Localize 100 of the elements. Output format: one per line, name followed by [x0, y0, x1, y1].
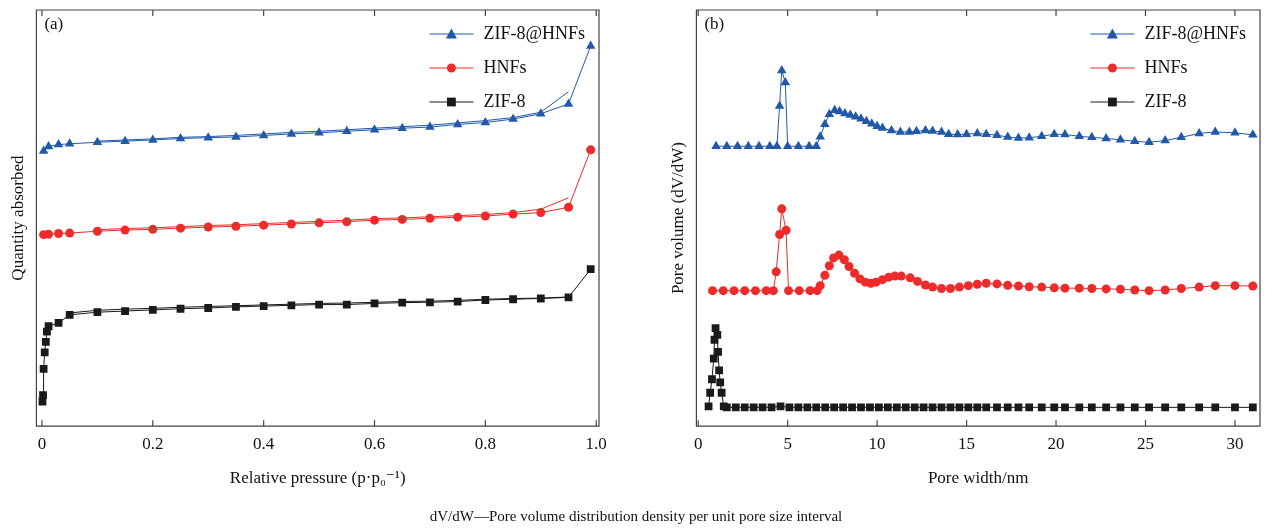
point	[904, 126, 915, 135]
point	[1160, 135, 1170, 144]
point	[776, 64, 787, 74]
point	[754, 140, 764, 149]
legend-label: ZIF-8@HNFs	[1144, 22, 1247, 43]
point	[398, 298, 407, 307]
legend-label: ZIF-8@HNFs	[483, 22, 586, 43]
x-tick-label: 0	[693, 433, 703, 453]
legend-label: ZIF-8	[483, 90, 526, 111]
point	[54, 228, 64, 238]
point	[54, 318, 63, 327]
point	[936, 126, 947, 135]
point	[1144, 286, 1154, 296]
point	[777, 204, 787, 214]
x-tick-label: 1.0	[585, 433, 607, 453]
point	[259, 220, 269, 230]
point	[1160, 285, 1170, 295]
point	[972, 279, 982, 289]
point	[905, 273, 915, 283]
point	[943, 128, 954, 137]
point	[764, 140, 775, 149]
point	[772, 140, 782, 149]
point	[370, 215, 380, 225]
point	[895, 126, 906, 135]
point	[481, 296, 490, 304]
point	[564, 293, 573, 302]
point	[452, 118, 463, 128]
point	[992, 279, 1002, 289]
point	[775, 229, 785, 239]
x-tick-label: 0.8	[474, 433, 496, 453]
point	[1144, 136, 1154, 146]
point	[231, 131, 241, 140]
x-tick-label: 0.4	[253, 433, 275, 453]
point	[1024, 282, 1034, 292]
point	[877, 122, 888, 131]
point	[981, 128, 992, 137]
point	[839, 255, 849, 265]
point	[992, 129, 1002, 138]
point	[954, 282, 964, 292]
point	[39, 391, 47, 399]
point	[740, 286, 750, 296]
point	[1176, 131, 1187, 141]
point	[203, 132, 213, 141]
point	[961, 128, 972, 137]
point	[314, 127, 324, 136]
point	[824, 108, 835, 117]
point	[314, 218, 324, 228]
point	[426, 298, 434, 307]
point	[804, 140, 814, 149]
point	[148, 306, 157, 314]
point	[425, 121, 435, 130]
point	[771, 267, 781, 277]
point	[1101, 132, 1111, 142]
point	[120, 135, 130, 144]
point	[176, 304, 185, 313]
point	[231, 221, 241, 231]
y-axis-title: Quantity absorbed	[7, 155, 27, 281]
point	[1194, 127, 1204, 137]
point	[1194, 282, 1204, 292]
point	[886, 125, 897, 134]
point	[1230, 127, 1240, 136]
x-tick-label: 15	[958, 433, 976, 453]
point	[768, 286, 778, 296]
point	[963, 281, 973, 291]
point	[397, 214, 407, 224]
point	[1129, 135, 1140, 145]
point	[743, 140, 754, 149]
point	[480, 211, 490, 221]
legend-label: HNFs	[1144, 56, 1188, 77]
text: dV/dW—Pore volume distribution density per unit pore size interval	[428, 508, 844, 525]
point	[945, 284, 955, 294]
point	[1248, 129, 1258, 138]
point	[1115, 284, 1125, 294]
point	[536, 108, 546, 117]
point	[1003, 280, 1013, 290]
point	[342, 217, 352, 227]
x-axis-title: Relative pressure (p·p₀⁻¹)	[229, 468, 406, 488]
point	[148, 224, 158, 234]
point	[913, 276, 923, 286]
point	[121, 307, 129, 315]
point	[1130, 285, 1140, 295]
point	[784, 286, 794, 296]
point	[93, 308, 102, 317]
point	[1049, 283, 1059, 293]
point	[1013, 281, 1023, 291]
point	[732, 140, 743, 149]
point	[928, 282, 938, 292]
point	[850, 268, 860, 278]
point	[536, 208, 546, 218]
x-tick-label: 0	[37, 433, 47, 453]
point	[782, 140, 793, 149]
point	[1036, 130, 1047, 140]
point	[286, 128, 297, 137]
point	[44, 322, 53, 331]
point	[1176, 284, 1186, 294]
point	[1074, 130, 1085, 140]
point	[815, 131, 825, 140]
point	[844, 261, 854, 271]
point	[1087, 131, 1097, 141]
point	[38, 145, 49, 154]
